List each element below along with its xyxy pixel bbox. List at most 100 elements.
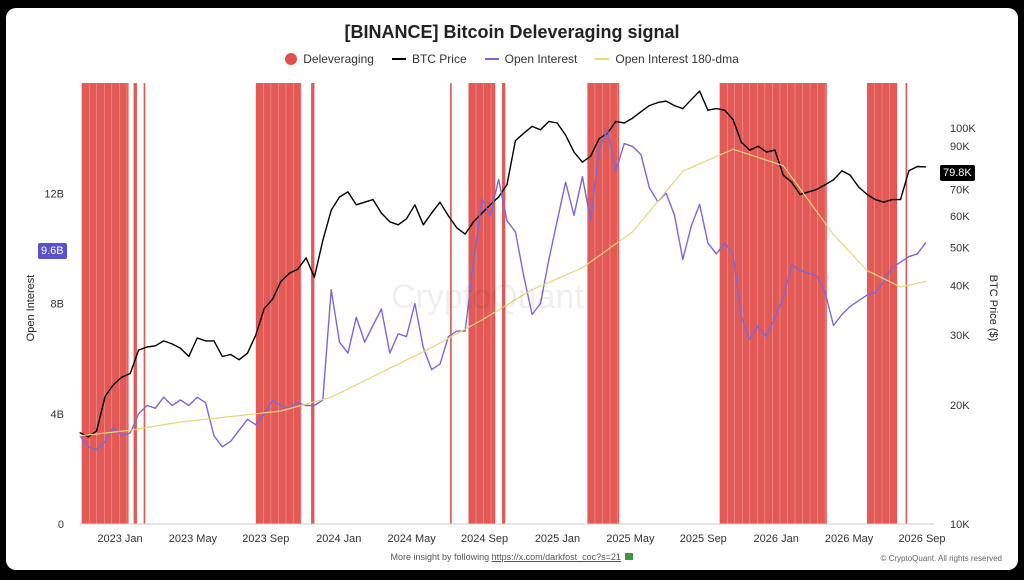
data-point <box>623 143 625 145</box>
data-point <box>272 399 274 401</box>
data-point <box>79 432 81 434</box>
data-point <box>397 224 399 226</box>
chart-card: [BINANCE] Bitcoin Deleveraging signal De… <box>6 8 1018 570</box>
data-point <box>514 231 516 233</box>
data-point <box>221 355 223 357</box>
data-point <box>338 341 341 343</box>
data-point <box>531 289 533 291</box>
data-point <box>916 253 918 255</box>
data-point <box>573 151 575 153</box>
data-point <box>791 181 793 183</box>
data-point <box>548 120 550 122</box>
open-interest-dma-swatch-icon <box>595 58 610 60</box>
data-point <box>431 369 433 371</box>
data-point <box>330 289 332 291</box>
data-point <box>832 234 835 236</box>
data-point <box>272 298 274 300</box>
legend-item-deleveraging[interactable]: Deleveraging <box>285 52 374 66</box>
data-point <box>858 186 860 188</box>
footer-link[interactable]: https://x.com/darkfost_coc?s=21 <box>491 552 621 562</box>
chart-title: [BINANCE] Bitcoin Deleveraging signal <box>344 22 680 42</box>
data-point <box>891 267 893 269</box>
data-point <box>925 166 927 168</box>
data-point <box>648 105 650 107</box>
data-point <box>590 155 592 157</box>
data-point <box>355 316 357 318</box>
data-point <box>682 258 684 260</box>
data-point <box>732 148 734 150</box>
data-point <box>841 170 843 172</box>
footer: More insight by following https://x.com/… <box>6 552 1018 562</box>
data-point <box>221 446 223 448</box>
data-point <box>640 111 642 113</box>
data-point <box>380 212 382 214</box>
y-right-tick-label: 70K <box>950 184 970 196</box>
data-point <box>774 316 776 318</box>
data-point <box>690 99 692 101</box>
data-point <box>740 141 743 143</box>
data-point <box>740 316 743 318</box>
x-tick-label: 2023 May <box>169 533 218 545</box>
data-point <box>724 242 726 244</box>
data-point <box>179 421 182 423</box>
footer-link-icon <box>625 553 634 560</box>
data-point <box>263 308 265 310</box>
data-point <box>883 201 885 203</box>
data-point <box>280 404 282 407</box>
data-point <box>715 108 717 110</box>
deleveraging-band <box>450 83 452 524</box>
data-point <box>255 334 257 336</box>
data-point <box>757 145 759 147</box>
data-point <box>682 170 684 172</box>
data-point <box>707 242 709 244</box>
data-point <box>347 191 349 193</box>
y-left-tick-label: 0 <box>58 519 64 531</box>
data-point <box>414 204 416 206</box>
data-point <box>832 324 835 327</box>
data-point <box>230 415 232 418</box>
data-point <box>799 269 801 271</box>
data-point <box>297 268 299 270</box>
data-point <box>632 231 634 233</box>
btc-price-current-badge: 79.8K <box>940 165 975 181</box>
data-point <box>347 352 349 354</box>
data-point <box>389 352 391 354</box>
data-point <box>925 242 927 244</box>
y-left-tick-label: 4B <box>51 409 64 421</box>
data-point <box>908 256 910 258</box>
x-tick-label: 2024 May <box>387 533 436 545</box>
legend-item-open-interest-dma[interactable]: Open Interest 180-dma <box>595 52 739 66</box>
data-point <box>138 349 140 351</box>
data-point <box>514 140 516 142</box>
data-point <box>849 305 851 307</box>
data-point <box>280 410 282 412</box>
data-point <box>874 291 877 294</box>
data-point <box>699 203 701 205</box>
data-point <box>657 102 659 104</box>
data-point <box>129 372 131 375</box>
data-point <box>866 294 868 296</box>
btc-price-swatch-icon <box>391 58 406 60</box>
legend-item-open-interest[interactable]: Open Interest <box>484 52 578 66</box>
data-point <box>121 376 123 378</box>
data-point <box>489 214 491 216</box>
deleveraging-swatch-icon <box>285 53 298 65</box>
data-point <box>213 340 215 342</box>
data-point <box>163 396 165 398</box>
data-point <box>146 346 148 348</box>
data-point <box>447 336 449 338</box>
data-point <box>246 418 249 420</box>
y-right-tick-label: 40K <box>950 281 970 293</box>
legend-item-btc-price[interactable]: BTC Price <box>391 52 467 66</box>
data-point <box>606 129 609 131</box>
data-point <box>749 149 751 151</box>
data-point <box>372 324 374 327</box>
data-point <box>816 275 818 277</box>
data-point <box>598 148 600 150</box>
data-point <box>104 440 106 442</box>
legend-label: Open Interest <box>504 52 578 66</box>
legend-label: BTC Price <box>411 52 467 66</box>
data-point <box>732 119 734 121</box>
data-point <box>230 353 232 356</box>
data-point <box>355 204 357 206</box>
